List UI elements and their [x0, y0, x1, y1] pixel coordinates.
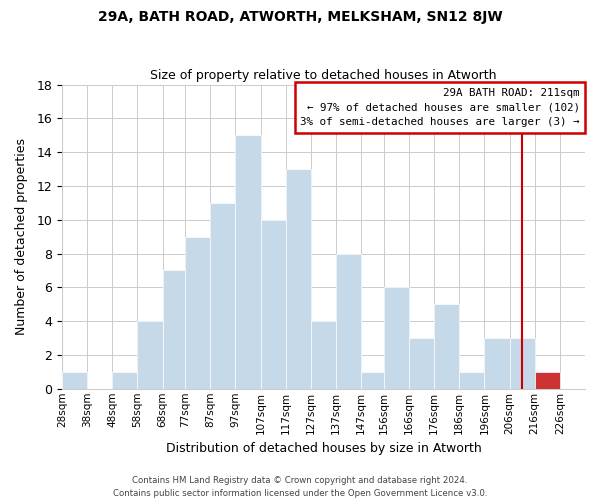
Text: 29A, BATH ROAD, ATWORTH, MELKSHAM, SN12 8JW: 29A, BATH ROAD, ATWORTH, MELKSHAM, SN12 … [98, 10, 502, 24]
Title: Size of property relative to detached houses in Atworth: Size of property relative to detached ho… [150, 69, 497, 82]
Bar [459, 372, 484, 389]
Bar [211, 203, 235, 389]
X-axis label: Distribution of detached houses by size in Atworth: Distribution of detached houses by size … [166, 442, 481, 455]
Bar [509, 338, 535, 389]
Y-axis label: Number of detached properties: Number of detached properties [15, 138, 28, 335]
Bar [235, 136, 260, 389]
Bar [185, 236, 211, 389]
Bar [434, 304, 459, 389]
Text: Contains HM Land Registry data © Crown copyright and database right 2024.
Contai: Contains HM Land Registry data © Crown c… [113, 476, 487, 498]
Bar [260, 220, 286, 389]
Bar [361, 372, 384, 389]
Bar [384, 288, 409, 389]
Bar [336, 254, 361, 389]
Text: 29A BATH ROAD: 211sqm
← 97% of detached houses are smaller (102)
3% of semi-deta: 29A BATH ROAD: 211sqm ← 97% of detached … [300, 88, 580, 127]
Bar [409, 338, 434, 389]
Bar [286, 169, 311, 389]
Bar [163, 270, 185, 389]
Bar [535, 372, 560, 389]
Bar [137, 321, 163, 389]
Bar [62, 372, 87, 389]
Bar [112, 372, 137, 389]
Bar [484, 338, 509, 389]
Bar [311, 321, 336, 389]
